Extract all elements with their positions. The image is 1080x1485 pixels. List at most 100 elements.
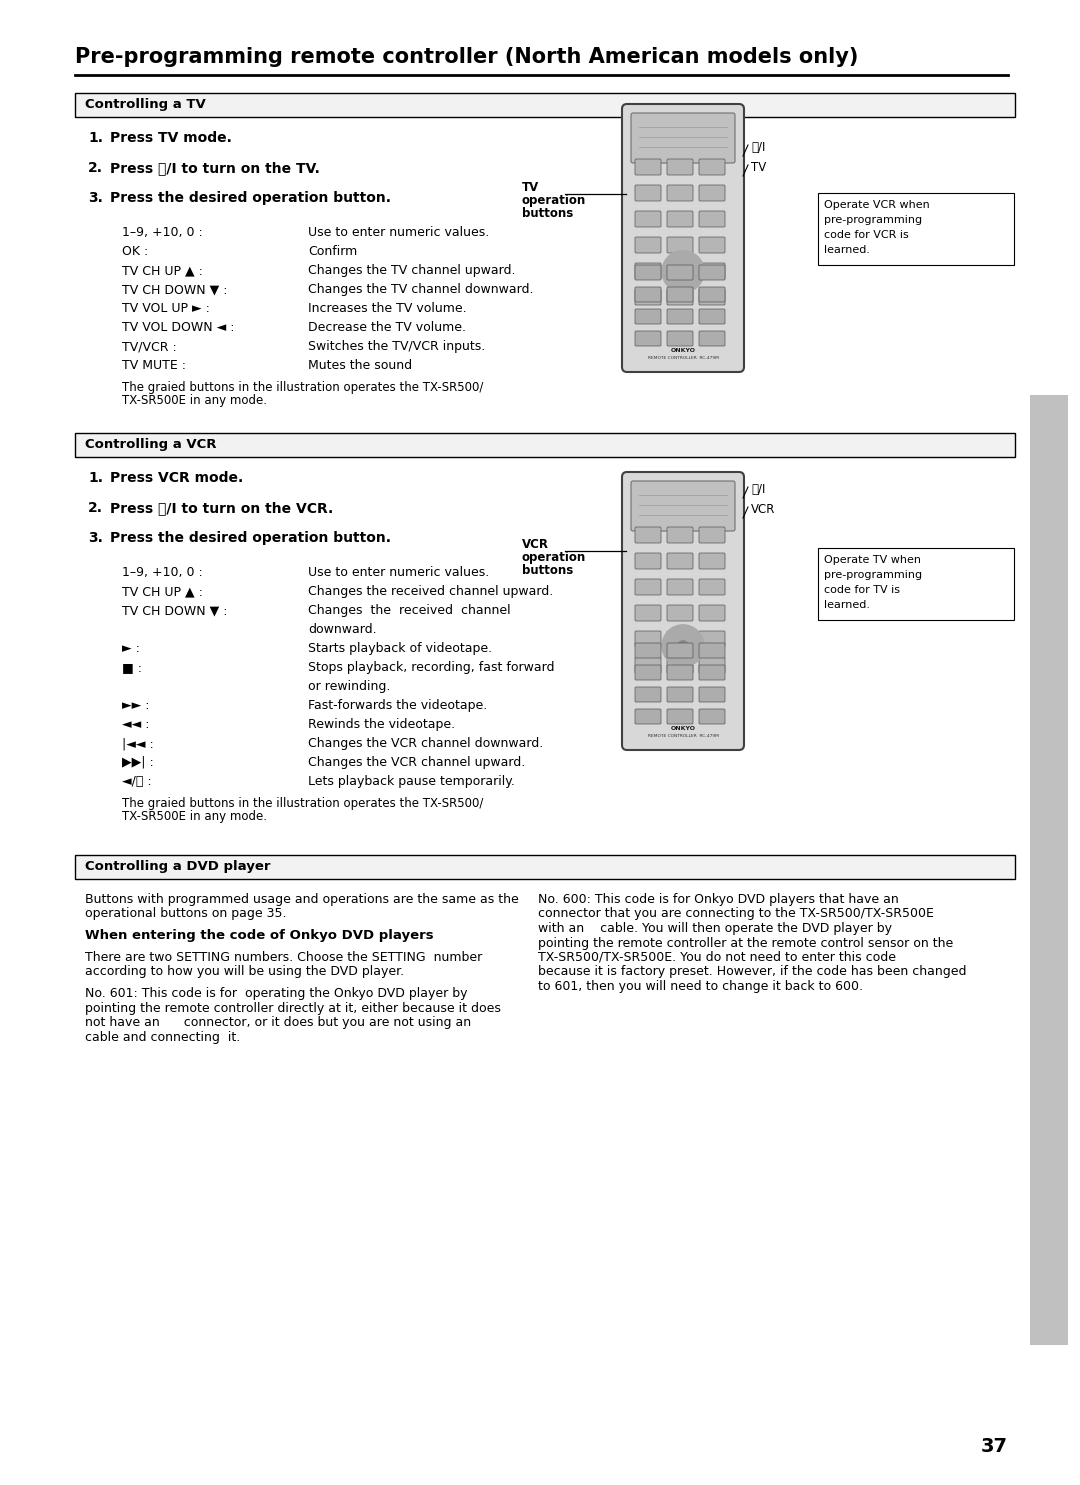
- Text: ► :: ► :: [122, 642, 140, 655]
- FancyBboxPatch shape: [635, 238, 661, 252]
- FancyBboxPatch shape: [699, 643, 725, 658]
- Text: because it is factory preset. However, if the code has been changed: because it is factory preset. However, i…: [538, 965, 967, 979]
- Text: 1–9, +10, 0 :: 1–9, +10, 0 :: [122, 566, 203, 579]
- Text: or rewinding.: or rewinding.: [308, 680, 390, 693]
- Text: No. 601: This code is for  operating the Onkyo DVD player by: No. 601: This code is for operating the …: [85, 988, 468, 1001]
- FancyBboxPatch shape: [635, 287, 661, 301]
- Text: ONKYO: ONKYO: [671, 347, 696, 353]
- Text: ■ :: ■ :: [122, 661, 141, 674]
- Text: ◄◄ :: ◄◄ :: [122, 719, 149, 731]
- FancyBboxPatch shape: [667, 527, 693, 544]
- FancyBboxPatch shape: [667, 643, 693, 658]
- Text: operation: operation: [522, 195, 586, 206]
- FancyBboxPatch shape: [622, 104, 744, 373]
- Text: Use to enter numeric values.: Use to enter numeric values.: [308, 566, 489, 579]
- Text: Press ⏻/I to turn on the TV.: Press ⏻/I to turn on the TV.: [110, 160, 320, 175]
- Text: TX-SR500/TX-SR500E. You do not need to enter this code: TX-SR500/TX-SR500E. You do not need to e…: [538, 950, 896, 964]
- Text: Starts playback of videotape.: Starts playback of videotape.: [308, 642, 492, 655]
- FancyBboxPatch shape: [635, 631, 661, 647]
- Text: Changes the TV channel upward.: Changes the TV channel upward.: [308, 264, 515, 278]
- Text: ONKYO: ONKYO: [671, 726, 696, 731]
- Text: Changes  the  received  channel: Changes the received channel: [308, 604, 511, 616]
- Text: ⏻/I: ⏻/I: [751, 483, 766, 496]
- FancyBboxPatch shape: [631, 481, 735, 532]
- Text: Changes the received channel upward.: Changes the received channel upward.: [308, 585, 553, 598]
- Text: TV/VCR :: TV/VCR :: [122, 340, 177, 353]
- FancyBboxPatch shape: [699, 604, 725, 621]
- Text: Confirm: Confirm: [308, 245, 357, 258]
- Text: Lets playback pause temporarily.: Lets playback pause temporarily.: [308, 775, 515, 789]
- FancyBboxPatch shape: [667, 211, 693, 227]
- Text: OK :: OK :: [122, 245, 148, 258]
- FancyBboxPatch shape: [818, 193, 1014, 264]
- Text: TV CH UP ▲ :: TV CH UP ▲ :: [122, 264, 203, 278]
- FancyBboxPatch shape: [699, 527, 725, 544]
- FancyBboxPatch shape: [635, 264, 661, 281]
- FancyBboxPatch shape: [635, 263, 661, 279]
- Text: 1.: 1.: [87, 131, 103, 146]
- FancyBboxPatch shape: [699, 159, 725, 175]
- Circle shape: [662, 625, 704, 667]
- Text: VCR: VCR: [751, 503, 775, 515]
- Text: TV MUTE :: TV MUTE :: [122, 359, 186, 373]
- FancyBboxPatch shape: [667, 238, 693, 252]
- Text: code for VCR is: code for VCR is: [824, 230, 908, 241]
- Text: connector that you are connecting to the TX-SR500/TX-SR500E: connector that you are connecting to the…: [538, 907, 934, 921]
- Text: TX-SR500E in any mode.: TX-SR500E in any mode.: [122, 809, 267, 823]
- Text: 3.: 3.: [87, 192, 103, 205]
- Text: with an    cable. You will then operate the DVD player by: with an cable. You will then operate the…: [538, 922, 892, 936]
- Text: TV VOL UP ► :: TV VOL UP ► :: [122, 301, 210, 315]
- Text: not have an      connector, or it does but you are not using an: not have an connector, or it does but yo…: [85, 1016, 471, 1029]
- FancyBboxPatch shape: [635, 643, 661, 658]
- FancyBboxPatch shape: [635, 665, 661, 680]
- FancyBboxPatch shape: [699, 238, 725, 252]
- FancyBboxPatch shape: [699, 290, 725, 304]
- FancyBboxPatch shape: [667, 708, 693, 725]
- Text: pointing the remote controller at the remote control sensor on the: pointing the remote controller at the re…: [538, 937, 954, 949]
- Text: operation: operation: [522, 551, 586, 564]
- Text: 37: 37: [981, 1437, 1008, 1455]
- FancyBboxPatch shape: [699, 579, 725, 595]
- Text: Press TV mode.: Press TV mode.: [110, 131, 232, 146]
- Text: Press the desired operation button.: Press the desired operation button.: [110, 532, 391, 545]
- Text: Buttons with programmed usage and operations are the same as the: Buttons with programmed usage and operat…: [85, 892, 518, 906]
- FancyBboxPatch shape: [635, 552, 661, 569]
- FancyBboxPatch shape: [635, 309, 661, 324]
- Text: cable and connecting  it.: cable and connecting it.: [85, 1031, 240, 1044]
- FancyBboxPatch shape: [699, 656, 725, 673]
- Text: to 601, then you will need to change it back to 600.: to 601, then you will need to change it …: [538, 980, 863, 993]
- Text: Increases the TV volume.: Increases the TV volume.: [308, 301, 467, 315]
- FancyBboxPatch shape: [635, 159, 661, 175]
- FancyBboxPatch shape: [699, 309, 725, 324]
- FancyBboxPatch shape: [699, 263, 725, 279]
- FancyBboxPatch shape: [699, 186, 725, 200]
- FancyBboxPatch shape: [75, 855, 1015, 879]
- Text: ◄/⏸ :: ◄/⏸ :: [122, 775, 151, 789]
- Text: No. 600: This code is for Onkyo DVD players that have an: No. 600: This code is for Onkyo DVD play…: [538, 892, 899, 906]
- Circle shape: [662, 251, 704, 293]
- Text: code for TV is: code for TV is: [824, 585, 900, 595]
- FancyBboxPatch shape: [635, 604, 661, 621]
- Text: pre-programming: pre-programming: [824, 215, 922, 226]
- Text: Controlling a TV: Controlling a TV: [85, 98, 206, 111]
- FancyBboxPatch shape: [75, 94, 1015, 117]
- Text: Changes the VCR channel downward.: Changes the VCR channel downward.: [308, 737, 543, 750]
- FancyBboxPatch shape: [635, 211, 661, 227]
- Text: according to how you will be using the DVD player.: according to how you will be using the D…: [85, 965, 404, 979]
- FancyBboxPatch shape: [699, 331, 725, 346]
- Text: VCR: VCR: [522, 538, 549, 551]
- Text: When entering the code of Onkyo DVD players: When entering the code of Onkyo DVD play…: [85, 930, 434, 943]
- FancyBboxPatch shape: [667, 665, 693, 680]
- FancyBboxPatch shape: [667, 290, 693, 304]
- FancyBboxPatch shape: [635, 688, 661, 702]
- Text: TV VOL DOWN ◄ :: TV VOL DOWN ◄ :: [122, 321, 234, 334]
- Text: ⏻/I: ⏻/I: [751, 141, 766, 154]
- Text: Changes the VCR channel upward.: Changes the VCR channel upward.: [308, 756, 525, 769]
- FancyBboxPatch shape: [667, 656, 693, 673]
- FancyBboxPatch shape: [667, 186, 693, 200]
- Text: Controlling a DVD player: Controlling a DVD player: [85, 860, 270, 873]
- Circle shape: [678, 642, 688, 650]
- Text: Pre-programming remote controller (North American models only): Pre-programming remote controller (North…: [75, 48, 859, 67]
- FancyBboxPatch shape: [667, 263, 693, 279]
- Text: TV CH DOWN ▼ :: TV CH DOWN ▼ :: [122, 284, 228, 296]
